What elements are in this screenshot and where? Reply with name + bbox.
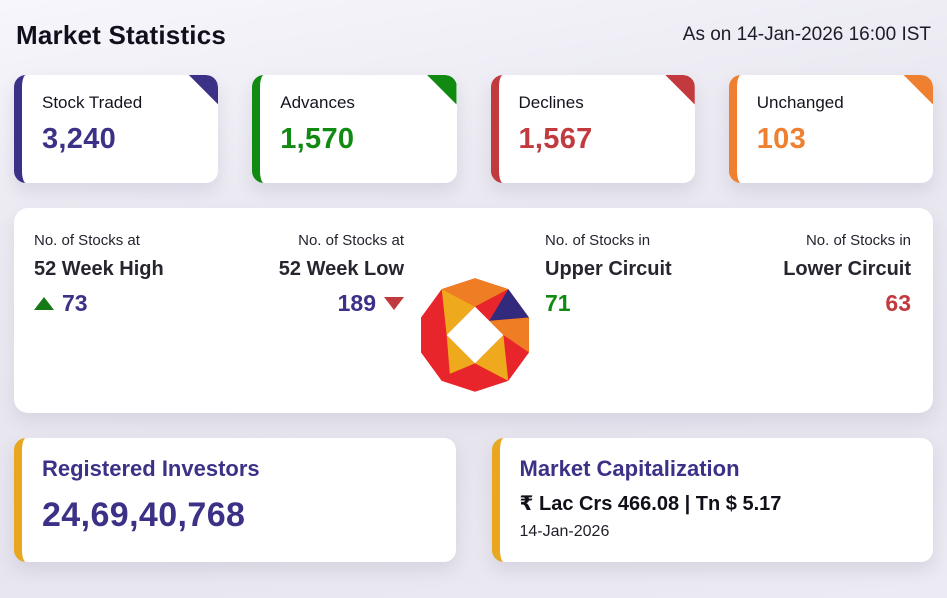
stat-value: 189 [337,290,376,316]
stat-52-week-low: No. of Stocks at 52 Week Low 189 [229,232,404,317]
stat-label-top: No. of Stocks at [298,232,404,249]
stat-value-row: 73 [34,290,219,317]
week-circuit-panel: No. of Stocks at 52 Week High 73 No. of … [14,208,933,413]
stat-card-advances: Advances 1,570 [252,75,457,183]
page-header: Market Statistics As on 14-Jan-2026 16:0… [14,14,933,51]
as-on-timestamp: As on 14-Jan-2026 16:00 IST [682,24,931,45]
stat-label-top: No. of Stocks in [805,232,911,249]
stat-card-label: Unchanged [756,93,844,112]
logo-container [404,272,545,398]
stat-label-top: No. of Stocks at [34,232,140,249]
stat-card-value: 1,570 [280,123,355,155]
market-cap-date: 14-Jan-2026 [519,523,610,540]
summary-cards-row: Stock Traded 3,240 Advances 1,570 Declin… [14,75,933,183]
stat-lower-circuit: No. of Stocks in Lower Circuit 63 [751,232,911,317]
logo-right-facet [488,316,529,353]
stat-upper-circuit: No. of Stocks in Upper Circuit 71 [545,232,735,317]
logo-top-facet [441,277,508,307]
bse-octagon-logo-icon [420,277,529,392]
triangle-up-icon [34,297,54,310]
stat-card-value: 1,567 [518,123,593,155]
triangle-down-icon [384,297,404,310]
card-title: Registered Investors [42,456,260,481]
stat-card-label: Advances [280,93,355,112]
page-title: Market Statistics [16,20,227,50]
logo-lower-left-facet [446,334,475,374]
logo-upper-left-facet [441,288,475,335]
stat-label-bold: Upper Circuit [545,258,672,280]
stat-value: 63 [885,290,911,316]
stat-value: 71 [545,290,571,316]
market-capitalization-card: Market Capitalization ₹ Lac Crs 466.08 |… [491,438,933,562]
stat-value: 73 [62,290,88,316]
stat-label-bold: 52 Week High [34,258,164,280]
stat-card-declines: Declines 1,567 [490,75,695,183]
stat-card-label: Declines [518,93,584,112]
stat-52-week-high: No. of Stocks at 52 Week High 73 [34,232,219,317]
market-cap-value: ₹ Lac Crs 466.08 | Tn $ 5.17 [519,493,782,515]
stat-value-row: 71 [545,290,735,317]
stat-value-row: 63 [751,290,911,317]
stat-card-value: 3,240 [42,123,117,155]
stat-label-bold: Lower Circuit [783,258,911,280]
logo-navy-facet [488,288,529,321]
stat-card-value: 103 [756,123,807,155]
logo-center-diamond [446,306,503,363]
stat-card-label: Stock Traded [42,93,143,112]
stat-label-top: No. of Stocks in [545,232,651,249]
card-title: Market Capitalization [519,456,740,481]
stat-value-row: 189 [229,290,404,317]
stat-card-unchanged: Unchanged 103 [728,75,933,183]
registered-investors-value: 24,69,40,768 [42,496,246,534]
market-statistics-page: Market Statistics As on 14-Jan-2026 16:0… [14,14,933,562]
bottom-cards-row: Registered Investors 24,69,40,768 Market… [14,438,933,562]
registered-investors-card: Registered Investors 24,69,40,768 [14,438,456,562]
logo-lower-right-facet [474,334,508,381]
stat-label-bold: 52 Week Low [278,258,404,280]
stat-card-stock-traded: Stock Traded 3,240 [14,75,219,183]
